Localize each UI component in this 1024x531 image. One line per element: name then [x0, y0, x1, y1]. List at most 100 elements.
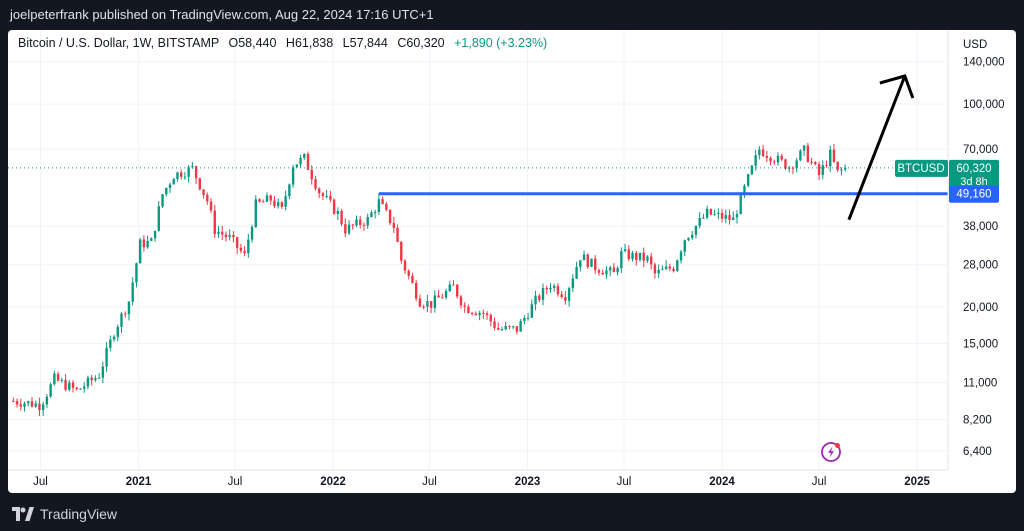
candle-body — [403, 260, 407, 271]
candle-body — [138, 239, 142, 264]
candle-body — [776, 155, 780, 163]
candle-body — [179, 172, 183, 177]
candle-body — [359, 219, 362, 225]
candle-body — [161, 194, 164, 207]
candle-body — [635, 252, 638, 260]
candle-body — [19, 404, 22, 407]
candle-body — [228, 235, 231, 238]
candle-body — [262, 201, 265, 203]
candle-body — [400, 241, 403, 261]
candle-body — [213, 210, 216, 234]
candle-body — [276, 202, 280, 207]
candle-body — [444, 291, 448, 298]
candle-body — [12, 401, 15, 403]
price-axis[interactable]: USD — [947, 30, 987, 470]
candle-body — [691, 234, 694, 238]
candle-body — [299, 157, 302, 165]
candle-body — [623, 249, 627, 251]
candle-body — [34, 403, 37, 407]
candle-body — [176, 172, 179, 180]
candle-body — [761, 149, 765, 156]
candle-body — [553, 285, 556, 288]
candle-body — [478, 312, 481, 316]
candle-body — [646, 256, 649, 261]
candle-body — [802, 145, 806, 151]
legend-close: C60,320 — [397, 36, 444, 50]
bullish-arrow[interactable] — [847, 75, 907, 221]
time-tick-label: Jul — [422, 476, 437, 488]
candle-body — [713, 213, 716, 215]
tradingview-brand-text: TradingView — [40, 506, 118, 522]
candle-body — [429, 301, 433, 308]
candle-body — [232, 235, 235, 238]
candle-body — [355, 219, 358, 226]
candle-body — [687, 237, 690, 241]
candle-body — [780, 155, 783, 160]
candle-body — [187, 167, 190, 177]
candle-body — [597, 270, 601, 273]
candle-body — [321, 193, 325, 197]
candle-body — [556, 285, 560, 295]
candle-body — [608, 267, 612, 271]
time-tick-label: 2025 — [904, 476, 930, 488]
candle-body — [545, 287, 548, 290]
chart-panel[interactable]: Bitcoin / U.S. Dollar, 1W, BITSTAMP O58,… — [8, 30, 1016, 493]
candle-body — [534, 295, 537, 305]
candle-body — [758, 149, 761, 156]
candle-body — [493, 321, 496, 328]
candle-body — [500, 329, 504, 331]
candle-body — [709, 208, 713, 215]
candle-body — [347, 224, 351, 234]
candle-body — [381, 199, 384, 204]
candle-body — [221, 231, 224, 235]
symbol-label: BTCUSD — [895, 159, 948, 177]
candle-body — [340, 211, 343, 225]
candle-body — [30, 401, 34, 407]
time-tick-label: 2021 — [126, 476, 152, 488]
price-chart[interactable]: Bitcoin / U.S. Dollar, 1W, BITSTAMP O58,… — [8, 30, 1016, 493]
candle-body — [508, 325, 511, 327]
candle-body — [754, 155, 757, 166]
price-tick-label: 11,000 — [963, 378, 997, 390]
candle-body — [53, 373, 56, 385]
candle-body — [676, 260, 679, 271]
candle-body — [601, 272, 604, 275]
candle-body — [258, 199, 261, 202]
time-tick-label: 2023 — [515, 476, 541, 488]
candle-body — [814, 162, 817, 165]
candle-body — [515, 326, 519, 332]
candle-body — [83, 386, 86, 389]
time-tick-label: Jul — [228, 476, 243, 488]
candle-body — [784, 159, 787, 169]
candle-body — [120, 313, 123, 328]
candle-body — [127, 301, 131, 315]
flash-icon[interactable] — [821, 442, 841, 462]
candle-body — [79, 388, 82, 390]
candle-body — [657, 269, 660, 274]
candle-body — [526, 317, 530, 319]
symbol-label-text: BTCUSD — [897, 163, 944, 175]
candle-body — [799, 150, 802, 161]
candle-body — [511, 326, 515, 328]
price-tick-label: 140,000 — [963, 57, 1005, 69]
candle-body — [732, 217, 735, 221]
candle-body — [206, 194, 209, 202]
candle-body — [306, 153, 310, 170]
candle-body — [467, 306, 470, 313]
candle-body — [594, 258, 597, 271]
candle-body — [23, 403, 26, 407]
candle-body — [269, 195, 272, 201]
candle-body — [116, 327, 119, 337]
publisher-line: joelpeterfrank published on TradingView.… — [10, 7, 434, 22]
candle-body — [75, 387, 78, 390]
candle-body — [698, 217, 701, 226]
candle-body — [530, 304, 534, 318]
bullish-arrow-head — [879, 74, 915, 99]
tradingview-brand[interactable]: TradingView — [12, 506, 117, 522]
price-tick-label: 38,000 — [963, 221, 998, 233]
candle-body — [362, 224, 366, 226]
candle-body — [68, 382, 71, 390]
candle-body — [575, 266, 578, 279]
candle-body — [288, 184, 291, 197]
candle-body — [795, 160, 798, 169]
